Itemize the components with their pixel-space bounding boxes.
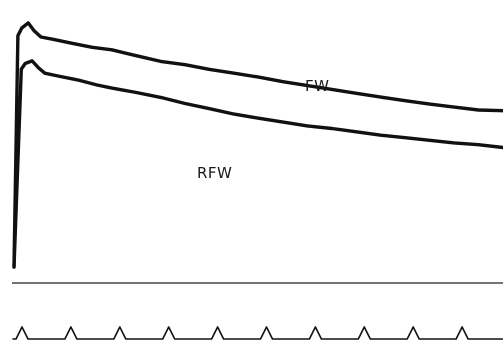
series-label-fw: FW [305, 77, 329, 95]
traces [12, 21, 503, 269]
series-line-rfw [12, 59, 503, 269]
series-line-fw [12, 21, 503, 269]
time-marker [12, 326, 503, 340]
series-label-rfw: RFW [197, 164, 232, 182]
